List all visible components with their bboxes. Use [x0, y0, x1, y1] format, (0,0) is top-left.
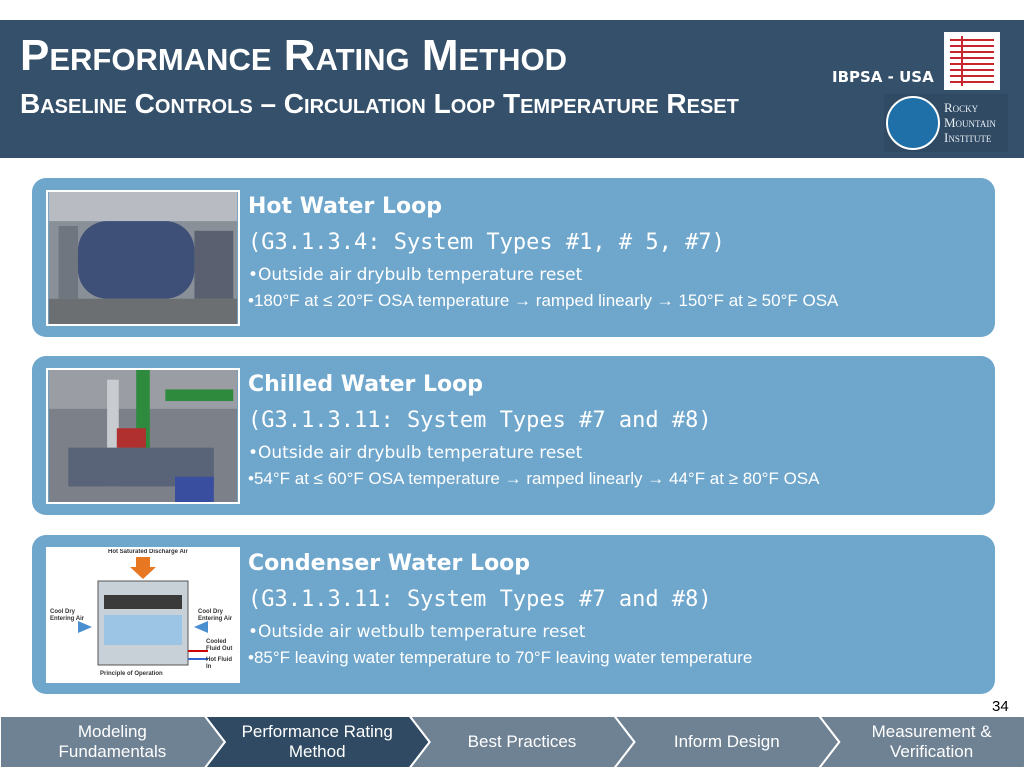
rmi-word: Institute [944, 130, 992, 145]
bullet: 85°F leaving water temperature to 70°F l… [248, 645, 752, 671]
boiler-photo [46, 190, 240, 326]
nav-label[interactable]: Performance Rating Method [241, 722, 393, 761]
subtitle: Baseline Controls – Circulation Loop Tem… [20, 88, 739, 119]
card-text: Condenser Water Loop (G3.1.3.11: System … [248, 547, 752, 671]
card-code: (G3.1.3.4: System Types #1, # 5, #7) [248, 230, 725, 255]
card-code: (G3.1.3.11: System Types #7 and #8) [248, 587, 712, 612]
card-code: (G3.1.3.11: System Types #7 and #8) [248, 408, 712, 433]
nav-tab[interactable] [0, 716, 227, 768]
bullet: 180°F at ≤ 20°F OSA temperature → ramped… [248, 288, 838, 314]
rmi-logo: Rocky Mountain Institute [884, 94, 1008, 152]
rmi-word: Mountain [944, 115, 996, 130]
card-title: Hot Water Loop [248, 194, 442, 219]
card-text: Hot Water Loop (G3.1.3.4: System Types #… [248, 190, 838, 314]
title: Performance Rating Method [20, 31, 568, 80]
card: Chilled Water Loop (G3.1.3.11: System Ty… [32, 356, 995, 515]
chiller-photo [46, 368, 240, 504]
nav-label[interactable]: Inform Design [673, 732, 780, 751]
bullet: Outside air drybulb temperature reset [248, 262, 838, 288]
bullet: Outside air wetbulb temperature reset [248, 619, 752, 645]
diagram-label: Cooled Fluid Out [206, 639, 233, 652]
rmi-word: Rocky [944, 100, 979, 115]
page-number: 34 [992, 698, 1009, 715]
tower-drawing [78, 557, 208, 666]
diagram-label: Hot Fluid In [206, 657, 232, 670]
nav-label[interactable]: Measurement & Verification [871, 722, 992, 761]
tower-diagram: Hot Saturated Discharge Air Cool Dry Ent… [46, 547, 240, 683]
header: Performance Rating Method Baseline Contr… [0, 20, 1024, 158]
ibpsa-logo [944, 32, 1000, 90]
card-title: Condenser Water Loop [248, 551, 531, 576]
bullet: 54°F at ≤ 60°F OSA temperature → ramped … [248, 466, 820, 492]
diagram-label: Principle of Operation [100, 671, 163, 677]
diagram-label: Cool Dry Entering Air [50, 609, 85, 622]
diagram-label: Cool Dry Entering Air [198, 609, 233, 622]
card-title: Chilled Water Loop [248, 372, 484, 397]
bullet: Outside air drybulb temperature reset [248, 440, 819, 466]
card: Hot Water Loop (G3.1.3.4: System Types #… [32, 178, 995, 337]
globe [886, 96, 940, 150]
card: Hot Saturated Discharge Air Cool Dry Ent… [32, 535, 995, 694]
nav-label[interactable]: Modeling Fundamentals [58, 722, 167, 761]
rmi-name: Rocky Mountain Institute [944, 100, 996, 145]
nav-label[interactable]: Best Practices [467, 732, 577, 751]
nav-bar [0, 716, 1024, 768]
logo-text: IBPSA - USA [832, 68, 934, 86]
card-text: Chilled Water Loop (G3.1.3.11: System Ty… [248, 368, 819, 492]
diagram-label: Hot Saturated Discharge Air [108, 549, 188, 555]
